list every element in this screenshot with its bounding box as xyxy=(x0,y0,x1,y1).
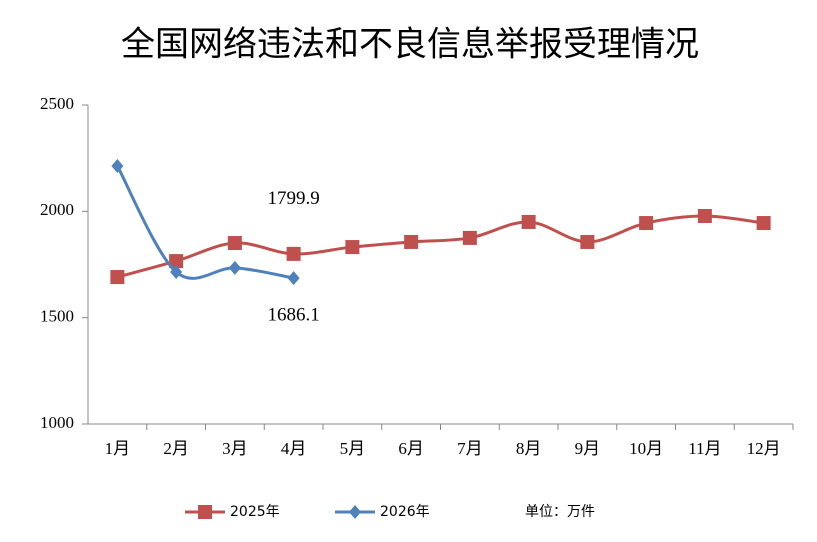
legend-marker xyxy=(198,505,212,519)
x-tick-label: 11月 xyxy=(688,439,721,458)
data-point xyxy=(639,216,654,231)
data-point xyxy=(345,240,360,255)
x-tick-label: 1月 xyxy=(105,439,131,458)
x-tick-label: 4月 xyxy=(281,439,307,458)
data-point xyxy=(462,230,477,245)
x-tick-label: 10月 xyxy=(629,439,663,458)
unit-note: 单位：万件 xyxy=(525,504,595,520)
y-tick-label: 1500 xyxy=(40,307,74,326)
data-label: 1799.9 xyxy=(268,188,320,209)
x-tick-label: 8月 xyxy=(516,439,542,458)
data-point xyxy=(580,234,595,249)
data-point xyxy=(228,260,241,275)
legend-marker xyxy=(349,505,361,519)
x-tick-label: 3月 xyxy=(222,439,248,458)
data-point xyxy=(110,270,125,285)
y-tick-label: 2500 xyxy=(40,94,74,113)
data-point xyxy=(697,209,712,224)
data-point xyxy=(287,271,300,286)
legend-label: 2026年 xyxy=(380,504,430,520)
series-line xyxy=(116,214,764,279)
data-point xyxy=(169,254,184,269)
chart-title: 全国网络违法和不良信息举报受理情况 xyxy=(121,25,699,65)
data-point xyxy=(756,216,771,231)
data-point xyxy=(521,214,536,229)
data-point xyxy=(170,264,183,279)
data-label: 1686.1 xyxy=(268,304,320,325)
x-tick-label: 12月 xyxy=(747,439,781,458)
y-tick-label: 1000 xyxy=(40,413,74,432)
x-tick-label: 9月 xyxy=(575,439,601,458)
x-tick-label: 2月 xyxy=(163,439,189,458)
x-tick-label: 6月 xyxy=(398,439,424,458)
data-point xyxy=(286,246,301,261)
data-point xyxy=(111,159,124,174)
data-point xyxy=(404,234,419,249)
x-tick-label: 7月 xyxy=(457,439,483,458)
legend-label: 2025年 xyxy=(230,504,280,520)
y-tick-label: 2000 xyxy=(40,200,74,219)
x-tick-label: 5月 xyxy=(340,439,366,458)
series-line xyxy=(116,165,294,280)
data-point xyxy=(227,236,242,251)
